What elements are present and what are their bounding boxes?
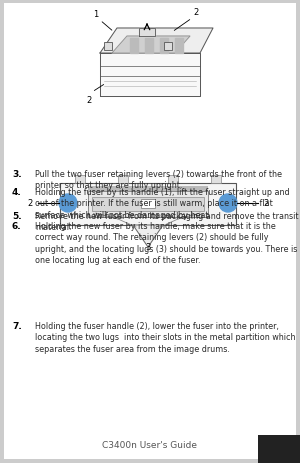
Text: Holding the fuser by its handle (1), lift the fuser straight up and
out of the p: Holding the fuser by its handle (1), lif… [35,188,290,219]
Circle shape [219,194,237,213]
Polygon shape [175,39,183,54]
Text: 2: 2 [28,199,33,208]
Bar [104,43,112,51]
Bar [60,184,236,225]
Polygon shape [112,37,190,54]
Text: 1: 1 [93,10,99,19]
Text: 2: 2 [194,8,199,17]
Text: Holding the new fuser by its handle, make sure that it is the
correct way round.: Holding the new fuser by its handle, mak… [35,221,297,265]
Bar [211,175,221,184]
Polygon shape [100,54,200,97]
Text: 2: 2 [86,96,92,105]
Bar [88,192,208,218]
Text: 7.: 7. [12,321,22,330]
Polygon shape [133,225,163,247]
Text: 5.: 5. [12,212,22,220]
Bar [164,43,172,51]
Text: Holding the fuser handle (2), lower the fuser into the printer,
locating the two: Holding the fuser handle (2), lower the … [35,321,296,353]
Text: 2: 2 [263,199,268,208]
Bar [75,175,85,184]
Text: 3: 3 [145,243,151,251]
Bar [118,175,128,184]
Circle shape [59,194,77,213]
Text: C3400n User's Guide: C3400n User's Guide [103,440,197,449]
Polygon shape [100,29,213,54]
Text: Remove the new fuser from its packaging and remove the transit
material.: Remove the new fuser from its packaging … [35,212,298,232]
Text: Pull the two fuser retaining levers (2) towards the front of the
printer so that: Pull the two fuser retaining levers (2) … [35,169,282,190]
Polygon shape [139,29,155,37]
Bar [141,200,155,208]
Bar [168,175,178,184]
Text: 6.: 6. [12,221,22,231]
Text: 3.: 3. [12,169,22,179]
Polygon shape [160,39,168,54]
Bar [258,435,300,463]
Bar [88,187,208,192]
Bar [92,198,204,212]
Polygon shape [130,39,138,54]
Polygon shape [145,39,153,54]
Text: 4.: 4. [12,188,22,197]
